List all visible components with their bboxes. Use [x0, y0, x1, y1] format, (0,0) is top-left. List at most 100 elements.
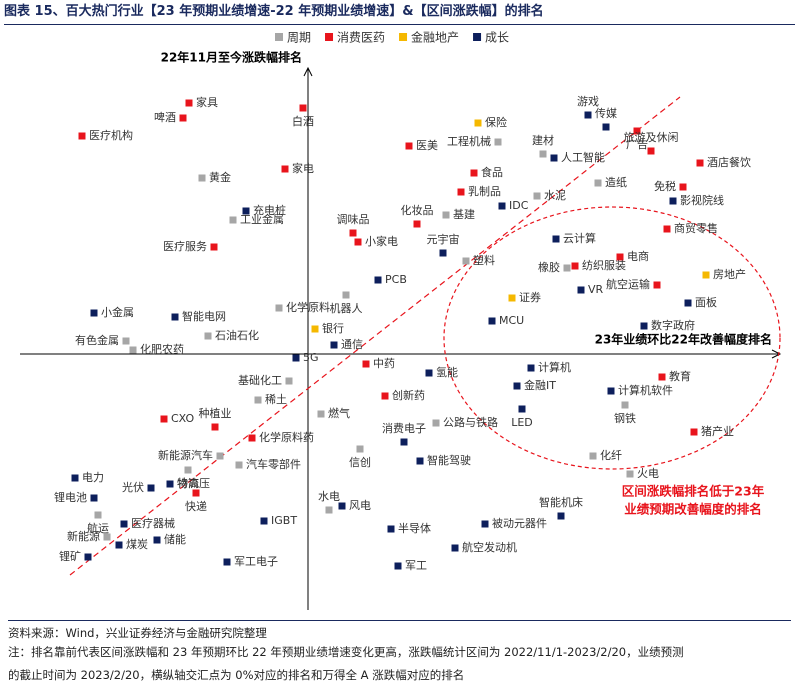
point — [702, 271, 710, 279]
point — [349, 229, 357, 237]
point-label: 调味品 — [337, 213, 370, 226]
point-label: 光伏 — [122, 480, 144, 494]
point-label: 影视院线 — [680, 193, 724, 207]
point — [275, 304, 283, 312]
legend-swatch — [473, 33, 482, 41]
point-label: 小家电 — [365, 234, 398, 248]
point — [494, 138, 502, 146]
point-label: 中药 — [373, 357, 395, 370]
point-label: 酒店餐饮 — [707, 155, 751, 169]
arrow — [303, 66, 313, 77]
point-label: 化妆品 — [401, 203, 434, 217]
point-label: 被动元器件 — [492, 517, 547, 530]
point-label: 房地产 — [713, 267, 746, 281]
point — [179, 114, 187, 122]
point — [432, 419, 440, 427]
point — [78, 132, 86, 140]
point-label: 医疗服务 — [163, 239, 207, 253]
point-label: MCU — [499, 314, 524, 327]
point — [557, 512, 565, 520]
point-label: 建材 — [532, 133, 554, 147]
point — [416, 457, 424, 465]
point — [160, 415, 168, 423]
point — [84, 553, 92, 561]
legend-label: 金融地产 — [411, 30, 459, 45]
point — [374, 276, 382, 284]
point — [338, 502, 346, 510]
point — [242, 207, 250, 215]
point-label: 食品 — [481, 165, 503, 179]
point-label: 传媒 — [595, 107, 617, 120]
point-label: 游戏 — [577, 95, 599, 108]
point — [616, 253, 624, 261]
point-label: 橡胶 — [538, 260, 560, 274]
point — [94, 511, 102, 519]
point — [122, 337, 130, 345]
legend-label: 周期 — [287, 31, 311, 45]
point-label: 化肥农药 — [140, 342, 184, 356]
point-label: 纺织服装 — [582, 258, 626, 272]
point — [317, 410, 325, 418]
point — [498, 202, 506, 210]
point — [696, 159, 704, 167]
annotation: 业绩预期改善幅度的排名 — [624, 502, 762, 517]
point-label: 云计算 — [563, 231, 596, 245]
point-label: 公路与铁路 — [443, 416, 498, 429]
point — [518, 405, 526, 413]
point — [633, 127, 641, 135]
point — [594, 179, 602, 187]
point-label: 机器人 — [330, 301, 363, 315]
point — [198, 174, 206, 182]
point — [470, 169, 478, 177]
point — [90, 494, 98, 502]
point-label: 塑料 — [473, 253, 495, 267]
point — [679, 183, 687, 191]
point-label: 医疗机构 — [89, 128, 133, 142]
legend-label: 成长 — [485, 31, 509, 45]
point-label: 水泥 — [544, 189, 566, 202]
point — [400, 438, 408, 446]
legend-label: 消费医药 — [337, 31, 385, 45]
point-label: 基础化工 — [238, 373, 282, 387]
point — [281, 165, 289, 173]
point — [607, 387, 615, 395]
point-label: CXO — [171, 412, 195, 425]
point — [254, 396, 262, 404]
point-label: 航运 — [87, 521, 109, 535]
point — [171, 313, 179, 321]
point — [260, 517, 268, 525]
point-label: 特高压 — [177, 476, 210, 490]
point-label: 火电 — [637, 467, 659, 480]
point-label: 数字政府 — [651, 318, 695, 332]
note: 的截止时间为 2023/2/20，横纵轴交汇点为 0%对应的排名和万得全 A 涨… — [8, 668, 465, 682]
point-label: 证券 — [519, 290, 541, 304]
point — [533, 192, 541, 200]
point — [166, 480, 174, 488]
point-label: 医美 — [416, 139, 438, 152]
point-label: 稀土 — [265, 393, 287, 406]
point-label: 元宇宙 — [427, 232, 460, 246]
chart: 周期 消费医药 金融地产 成长 22年11月至今涨跌幅排名 23年业绩环比22年改善幅度排… — [20, 30, 782, 610]
point — [129, 346, 137, 354]
point-label: 智能驾驶 — [427, 453, 471, 467]
point-label: 基建 — [453, 207, 475, 221]
point-label: 储能 — [164, 532, 186, 546]
point — [563, 264, 571, 272]
point — [362, 360, 370, 368]
point — [71, 474, 79, 482]
point-label: 军工 — [405, 559, 427, 572]
point — [513, 382, 521, 390]
point-label: 锂电池 — [54, 490, 87, 504]
point-label: 钢铁 — [614, 412, 636, 425]
point-label: 保险 — [485, 115, 507, 129]
trend-line — [69, 96, 681, 576]
point — [621, 401, 629, 409]
point — [292, 354, 300, 362]
point-label: 有色金属 — [75, 333, 119, 347]
point — [204, 332, 212, 340]
legend-swatch — [325, 33, 334, 41]
point-label: 新能源 — [67, 529, 100, 543]
point — [527, 364, 535, 372]
point — [90, 309, 98, 317]
